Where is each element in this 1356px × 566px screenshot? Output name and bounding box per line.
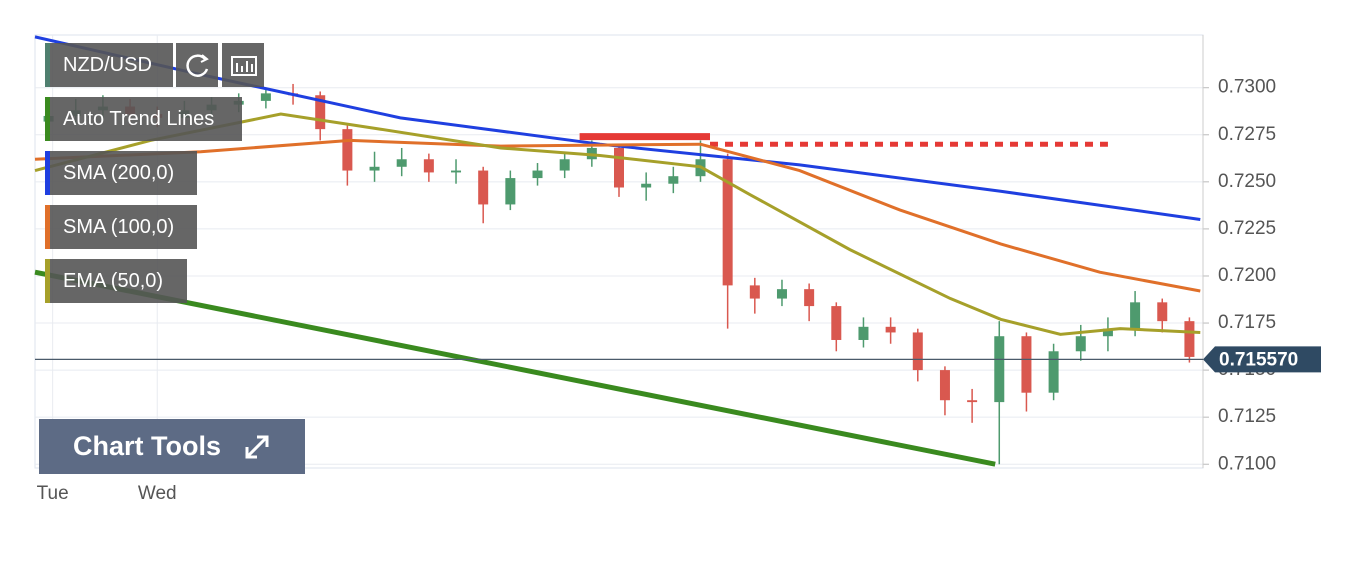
candle-body (641, 183, 652, 188)
candle-body (722, 159, 733, 286)
y-tick-label: 0.7175 (1218, 312, 1276, 333)
candle-body (912, 332, 923, 371)
legend-label: SMA (200,0) (63, 162, 175, 184)
x-tick-label: Tue (37, 483, 69, 504)
candle-body (994, 336, 1005, 403)
refresh-icon (186, 54, 209, 77)
ma-line (34, 112, 1201, 336)
legend-entry[interactable]: EMA (50,0) (45, 259, 187, 303)
expand-icon (245, 435, 269, 459)
legend-label: EMA (50,0) (63, 270, 164, 292)
legend-entry[interactable]: SMA (100,0) (45, 205, 197, 249)
candle-body (423, 159, 434, 173)
indicator-icon (231, 56, 257, 76)
legend-swatch (45, 97, 50, 141)
candle-body (885, 326, 896, 333)
legend-swatch (45, 205, 50, 249)
y-tick-label: 0.7300 (1218, 77, 1276, 98)
candle-body (1021, 336, 1032, 393)
candle-body (668, 176, 679, 184)
candle-body (749, 285, 760, 299)
last-price-tag (1203, 346, 1321, 373)
strip (45, 43, 50, 87)
y-tick-label: 0.7250 (1218, 171, 1276, 192)
x-tick-label: Wed (138, 483, 177, 504)
legend-entry[interactable]: SMA (200,0) (45, 151, 197, 195)
chart-tools-button[interactable]: Chart Tools (39, 419, 305, 474)
y-tick-label: 0.7200 (1218, 265, 1276, 286)
y-tick-label: 0.7225 (1218, 218, 1276, 239)
candle-body (505, 178, 516, 205)
candle-body (342, 129, 353, 171)
candle-body (396, 159, 407, 167)
refresh-button[interactable] (176, 43, 218, 87)
symbol: NZD/USD (63, 54, 152, 76)
candle-body (776, 289, 787, 299)
candle-body (1048, 351, 1059, 393)
candle-body (831, 306, 842, 340)
legend-swatch (45, 259, 50, 303)
legend-swatch (45, 151, 50, 195)
candle-body (478, 170, 489, 205)
legend-label: SMA (100,0) (63, 216, 175, 238)
candle-body (1075, 336, 1086, 352)
candle-body (315, 95, 326, 130)
last-price-label: 0.715570 (1219, 349, 1298, 370)
trend-line (34, 269, 996, 467)
candle-body (967, 400, 978, 403)
candle-body (1102, 328, 1113, 337)
candle-body (369, 166, 380, 171)
symbol-tag[interactable]: NZD/USD (45, 43, 173, 87)
candle-body (939, 370, 950, 401)
ma-line (34, 138, 1201, 293)
y-tick-label: 0.7100 (1218, 453, 1276, 474)
candle-body (1184, 321, 1195, 357)
candle-body (804, 289, 815, 307)
candle-body (532, 170, 543, 179)
candle-body (1130, 302, 1141, 329)
y-tick-label: 0.7275 (1218, 124, 1276, 145)
candle-body (260, 93, 271, 101)
candle-body (451, 170, 462, 173)
candle-body (858, 326, 869, 340)
chart-tools-label: Chart Tools (73, 431, 221, 461)
legend-entry[interactable]: Auto Trend Lines (45, 97, 242, 141)
legend-label: Auto Trend Lines (63, 108, 215, 130)
candle-body (1157, 302, 1168, 322)
y-tick-label: 0.7125 (1218, 406, 1276, 427)
candle-body (559, 159, 570, 171)
indicator-button[interactable] (222, 43, 264, 87)
candle-body (614, 147, 624, 188)
